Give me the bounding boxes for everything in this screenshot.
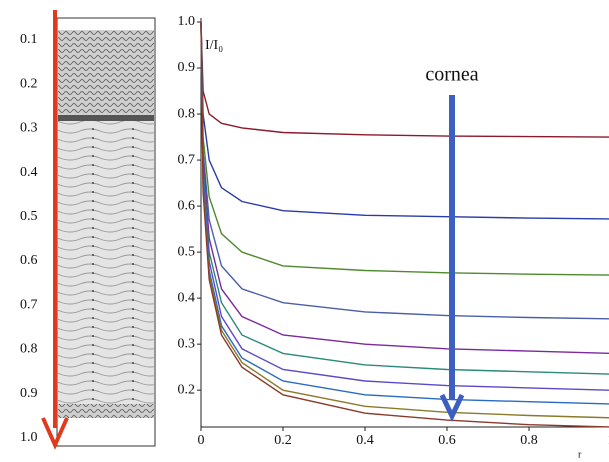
- y-tick-label: 1.0: [178, 14, 196, 29]
- x-tick-label: 0.4: [356, 433, 374, 448]
- curve: [200, 21, 609, 355]
- x-tick-label: 0.6: [438, 433, 456, 448]
- y-tick-label: 0.6: [178, 198, 196, 213]
- y-axis-label: I/I₀: [205, 38, 223, 53]
- depth-label: 0.8: [20, 342, 38, 357]
- y-tick-label: 0.4: [178, 290, 196, 305]
- depth-label: 0.3: [20, 121, 38, 136]
- curve: [200, 21, 609, 375]
- curve: [200, 21, 609, 138]
- y-tick-label: 0.7: [178, 152, 196, 167]
- curve: [200, 21, 609, 220]
- depth-label: 0.9: [20, 386, 38, 401]
- depth-label: 0.6: [20, 253, 38, 268]
- y-tick-label: 0.8: [178, 106, 196, 121]
- y-tick-label: 0.3: [178, 336, 196, 351]
- depth-label: 0.4: [20, 165, 38, 180]
- depth-label: 0.5: [20, 209, 38, 224]
- depth-label: 0.2: [20, 76, 38, 91]
- x-tick-label: 0.8: [520, 433, 538, 448]
- depth-label: 1.0: [20, 430, 38, 445]
- curve: [200, 21, 609, 320]
- x-tick-label: 0: [198, 433, 205, 448]
- depth-label: 0.7: [20, 297, 38, 312]
- curve: [200, 21, 609, 276]
- y-tick-label: 0.9: [178, 60, 196, 75]
- depth-labels: 0.1 0.2 0.3 0.4 0.5 0.6 0.7 0.8 0.9 1.0: [20, 32, 38, 445]
- y-tick-label: 0.2: [178, 382, 196, 397]
- curve: [200, 21, 609, 428]
- chart: I/I₀ r 0.2 0.3 0.4 0.5 0.6 0.7 0.8 0.9 1.0 0 0.2 0.…: [178, 14, 609, 460]
- annotation: cornea: [425, 64, 478, 86]
- x-tick-label: 1: [608, 433, 609, 448]
- x-tick-label: 0.2: [274, 433, 292, 448]
- depth-label: 0.1: [20, 32, 38, 47]
- y-tick-label: 0.5: [178, 244, 196, 259]
- cornea-illustration: [41, 10, 156, 450]
- x-axis-label: r: [578, 449, 582, 460]
- annotation-arrowhead: [439, 393, 465, 422]
